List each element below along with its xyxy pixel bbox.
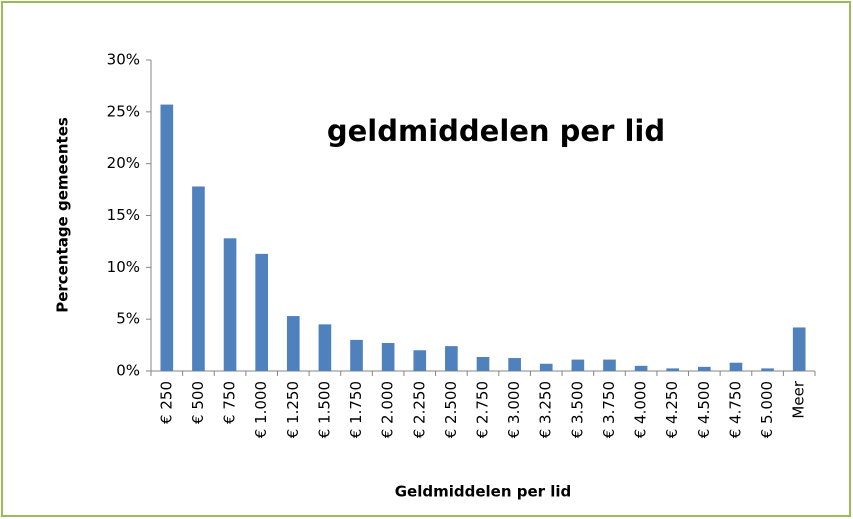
x-tick-label: € 1.000 [252, 381, 270, 438]
y-tick-label: 5% [116, 310, 140, 328]
x-tick-label: € 4.000 [632, 381, 650, 438]
x-tick-label: € 2.500 [442, 381, 460, 438]
bar [508, 358, 521, 371]
x-axis-label: Geldmiddelen per lid [395, 483, 572, 501]
x-tick-label: € 1.500 [315, 381, 333, 438]
y-tick-label: 25% [107, 102, 140, 120]
y-axis-label: Percentage gemeentes [54, 117, 72, 313]
x-tick-label: € 5.000 [758, 381, 776, 438]
bar [350, 339, 363, 371]
x-tick-label: € 1.250 [284, 381, 302, 438]
bar [255, 253, 268, 371]
y-tick-label: 20% [107, 154, 140, 172]
x-tick-label: Meer [790, 380, 808, 418]
bar [318, 324, 332, 371]
bar [792, 327, 806, 371]
y-tick-label: 15% [107, 206, 140, 224]
bar [223, 238, 237, 371]
x-tick-label: € 4.500 [695, 381, 713, 438]
bar [381, 343, 395, 371]
bar [539, 363, 553, 371]
x-tick-label: € 2.250 [410, 381, 428, 438]
bar [698, 366, 711, 371]
y-tick-label: 30% [107, 51, 140, 69]
y-tick-label: 10% [107, 258, 140, 276]
bar [603, 359, 616, 371]
chart-title: geldmiddelen per lid [327, 114, 665, 148]
x-tick-label: € 2.750 [474, 381, 492, 438]
x-tick-label: € 3.250 [537, 381, 555, 438]
x-tick-label: € 3.750 [600, 381, 618, 438]
x-tick-label: € 750 [221, 381, 239, 424]
bar [160, 104, 174, 372]
bar [286, 316, 300, 371]
x-tick-label: € 250 [157, 381, 175, 424]
bar [413, 350, 427, 371]
y-tick-label: 0% [116, 362, 140, 380]
bar [761, 368, 774, 371]
x-tick-label: € 4.750 [726, 381, 744, 438]
bar [571, 359, 585, 371]
bar [192, 186, 205, 371]
bar [476, 357, 490, 371]
bar [729, 362, 743, 371]
x-tick-label: € 4.250 [663, 381, 681, 438]
bar [666, 368, 680, 371]
bar [445, 346, 458, 371]
x-tick-label: € 2.000 [379, 381, 397, 438]
x-tick-label: € 3.500 [568, 381, 586, 438]
x-tick-label: € 500 [189, 381, 207, 424]
x-tick-label: € 1.750 [347, 381, 365, 438]
x-tick-label: € 3.000 [505, 381, 523, 438]
bar [634, 365, 648, 371]
